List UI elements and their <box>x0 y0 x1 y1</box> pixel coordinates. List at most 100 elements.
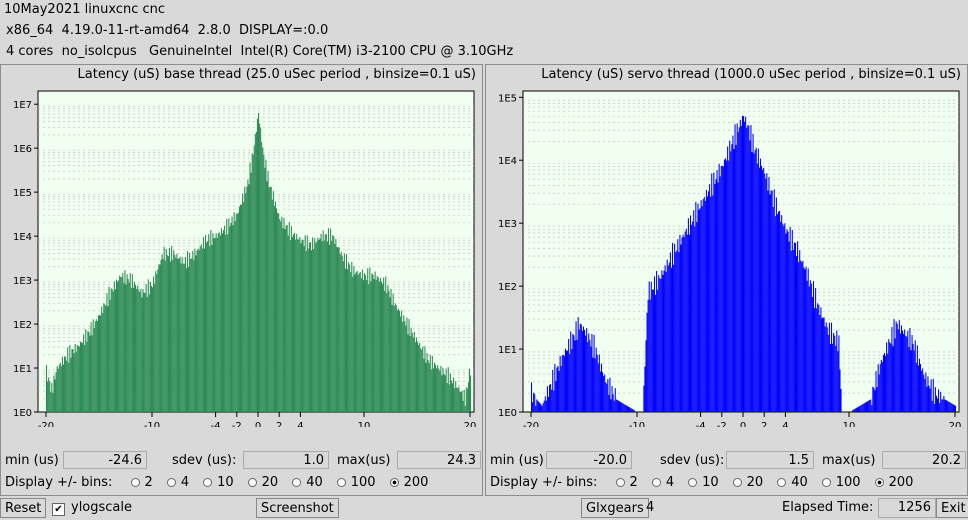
histogram-bar <box>114 289 116 412</box>
histogram-bar <box>799 250 801 412</box>
histogram-bar <box>423 358 425 412</box>
histogram-bar <box>135 284 137 412</box>
histogram-bar <box>386 293 388 412</box>
servo-thread-panel: Latency (uS) servo thread (1000.0 uSec p… <box>485 64 968 496</box>
histogram-bar <box>830 322 833 412</box>
histogram-bar <box>910 350 912 412</box>
histogram-bar <box>421 349 423 412</box>
histogram-bar <box>217 233 219 412</box>
histogram-bar <box>301 239 303 412</box>
histogram-bar <box>389 297 391 412</box>
servo-min-value: -20.0 <box>546 451 632 469</box>
histogram-bar <box>557 365 559 412</box>
bin-radio-40[interactable] <box>292 478 302 487</box>
histogram-bar <box>179 256 181 412</box>
histogram-bar <box>812 281 815 412</box>
histogram-bar <box>731 144 733 412</box>
servo-max-label: max(us) <box>822 453 876 468</box>
histogram-bar <box>551 389 553 412</box>
histogram-bar <box>87 331 89 412</box>
bin-radio-200[interactable] <box>389 478 399 487</box>
exit-button[interactable]: Exit <box>936 498 968 518</box>
histogram-bar <box>579 323 581 412</box>
histogram-bar <box>602 372 604 412</box>
ylogscale-checkbox[interactable]: ✔ ylogscale <box>52 500 132 516</box>
histogram-bar <box>647 299 649 412</box>
histogram-bar <box>709 184 711 412</box>
bin-radio-200[interactable] <box>874 478 884 487</box>
histogram-bar <box>766 173 768 412</box>
histogram-bar <box>553 390 555 412</box>
histogram-bar <box>805 266 807 412</box>
histogram-bar <box>407 334 409 412</box>
histogram-bar <box>723 159 725 412</box>
base-max-label: max(us) <box>337 453 391 468</box>
ylogscale-check-icon[interactable]: ✔ <box>52 503 65 516</box>
elapsed-time-value: 1256 <box>878 498 936 518</box>
histogram-bar <box>679 234 681 412</box>
header-line-1: 10May2021 linuxcnc cnc <box>4 2 166 17</box>
bin-radio-4[interactable] <box>166 478 176 487</box>
histogram-bar <box>131 274 133 412</box>
bin-radio-label-4: 4 <box>665 475 675 490</box>
histogram-bar <box>769 194 771 412</box>
bin-radio-10[interactable] <box>203 478 213 487</box>
bin-radio-20[interactable] <box>247 478 257 487</box>
histogram-bar <box>173 250 175 412</box>
bin-radio-4[interactable] <box>651 478 661 487</box>
histogram-bar <box>705 189 707 412</box>
histogram-bar <box>370 281 372 412</box>
histogram-bar <box>920 363 922 412</box>
histogram-bar <box>322 230 324 412</box>
histogram-bar <box>118 280 120 412</box>
servo-display-bins-label: Display +/- bins: <box>490 475 598 490</box>
histogram-bar <box>574 340 576 412</box>
histogram-bar <box>239 204 242 412</box>
histogram-bar <box>921 370 923 412</box>
histogram-bar <box>294 232 296 412</box>
histogram-bar <box>547 396 550 412</box>
histogram-bar <box>693 210 695 412</box>
bin-radio-100[interactable] <box>821 478 831 487</box>
histogram-bar <box>673 264 675 412</box>
bin-radio-20[interactable] <box>732 478 742 487</box>
histogram-bar <box>122 272 124 412</box>
histogram-bar <box>437 365 439 412</box>
histogram-bar <box>621 402 623 412</box>
histogram-bar <box>727 146 729 412</box>
histogram-bar <box>628 406 630 412</box>
histogram-bar <box>203 248 205 412</box>
bin-radio-2[interactable] <box>615 478 625 487</box>
bin-radio-2[interactable] <box>130 478 140 487</box>
histogram-bar <box>467 382 469 412</box>
histogram-bar <box>740 125 742 413</box>
histogram-bar <box>885 355 887 412</box>
histogram-bar <box>826 327 828 412</box>
histogram-bar <box>691 224 693 412</box>
histogram-bar <box>406 317 408 412</box>
bin-radio-10[interactable] <box>688 478 698 487</box>
histogram-bar <box>334 244 336 412</box>
reset-button[interactable]: Reset <box>0 498 47 518</box>
x-tick-label: 0 <box>740 421 746 427</box>
histogram-bar <box>221 233 224 412</box>
histogram-bar <box>536 399 538 412</box>
histogram-bar <box>132 287 134 412</box>
histogram-bar <box>460 391 462 412</box>
screenshot-button[interactable]: Screenshot <box>256 498 339 518</box>
histogram-bar <box>466 388 468 412</box>
glxgears-button[interactable]: Glxgears <box>581 498 649 518</box>
histogram-bar <box>680 244 682 412</box>
histogram-bar <box>804 269 806 412</box>
histogram-bar <box>319 238 321 412</box>
histogram-bar <box>388 290 390 412</box>
bin-radio-40[interactable] <box>777 478 787 487</box>
bin-radio-100[interactable] <box>336 478 346 487</box>
histogram-bar <box>84 345 86 412</box>
histogram-bar <box>178 258 180 412</box>
histogram-bar <box>315 242 317 412</box>
histogram-bar <box>96 321 98 412</box>
histogram-bar <box>339 254 341 412</box>
histogram-bar <box>694 226 696 412</box>
histogram-bar <box>652 289 654 412</box>
